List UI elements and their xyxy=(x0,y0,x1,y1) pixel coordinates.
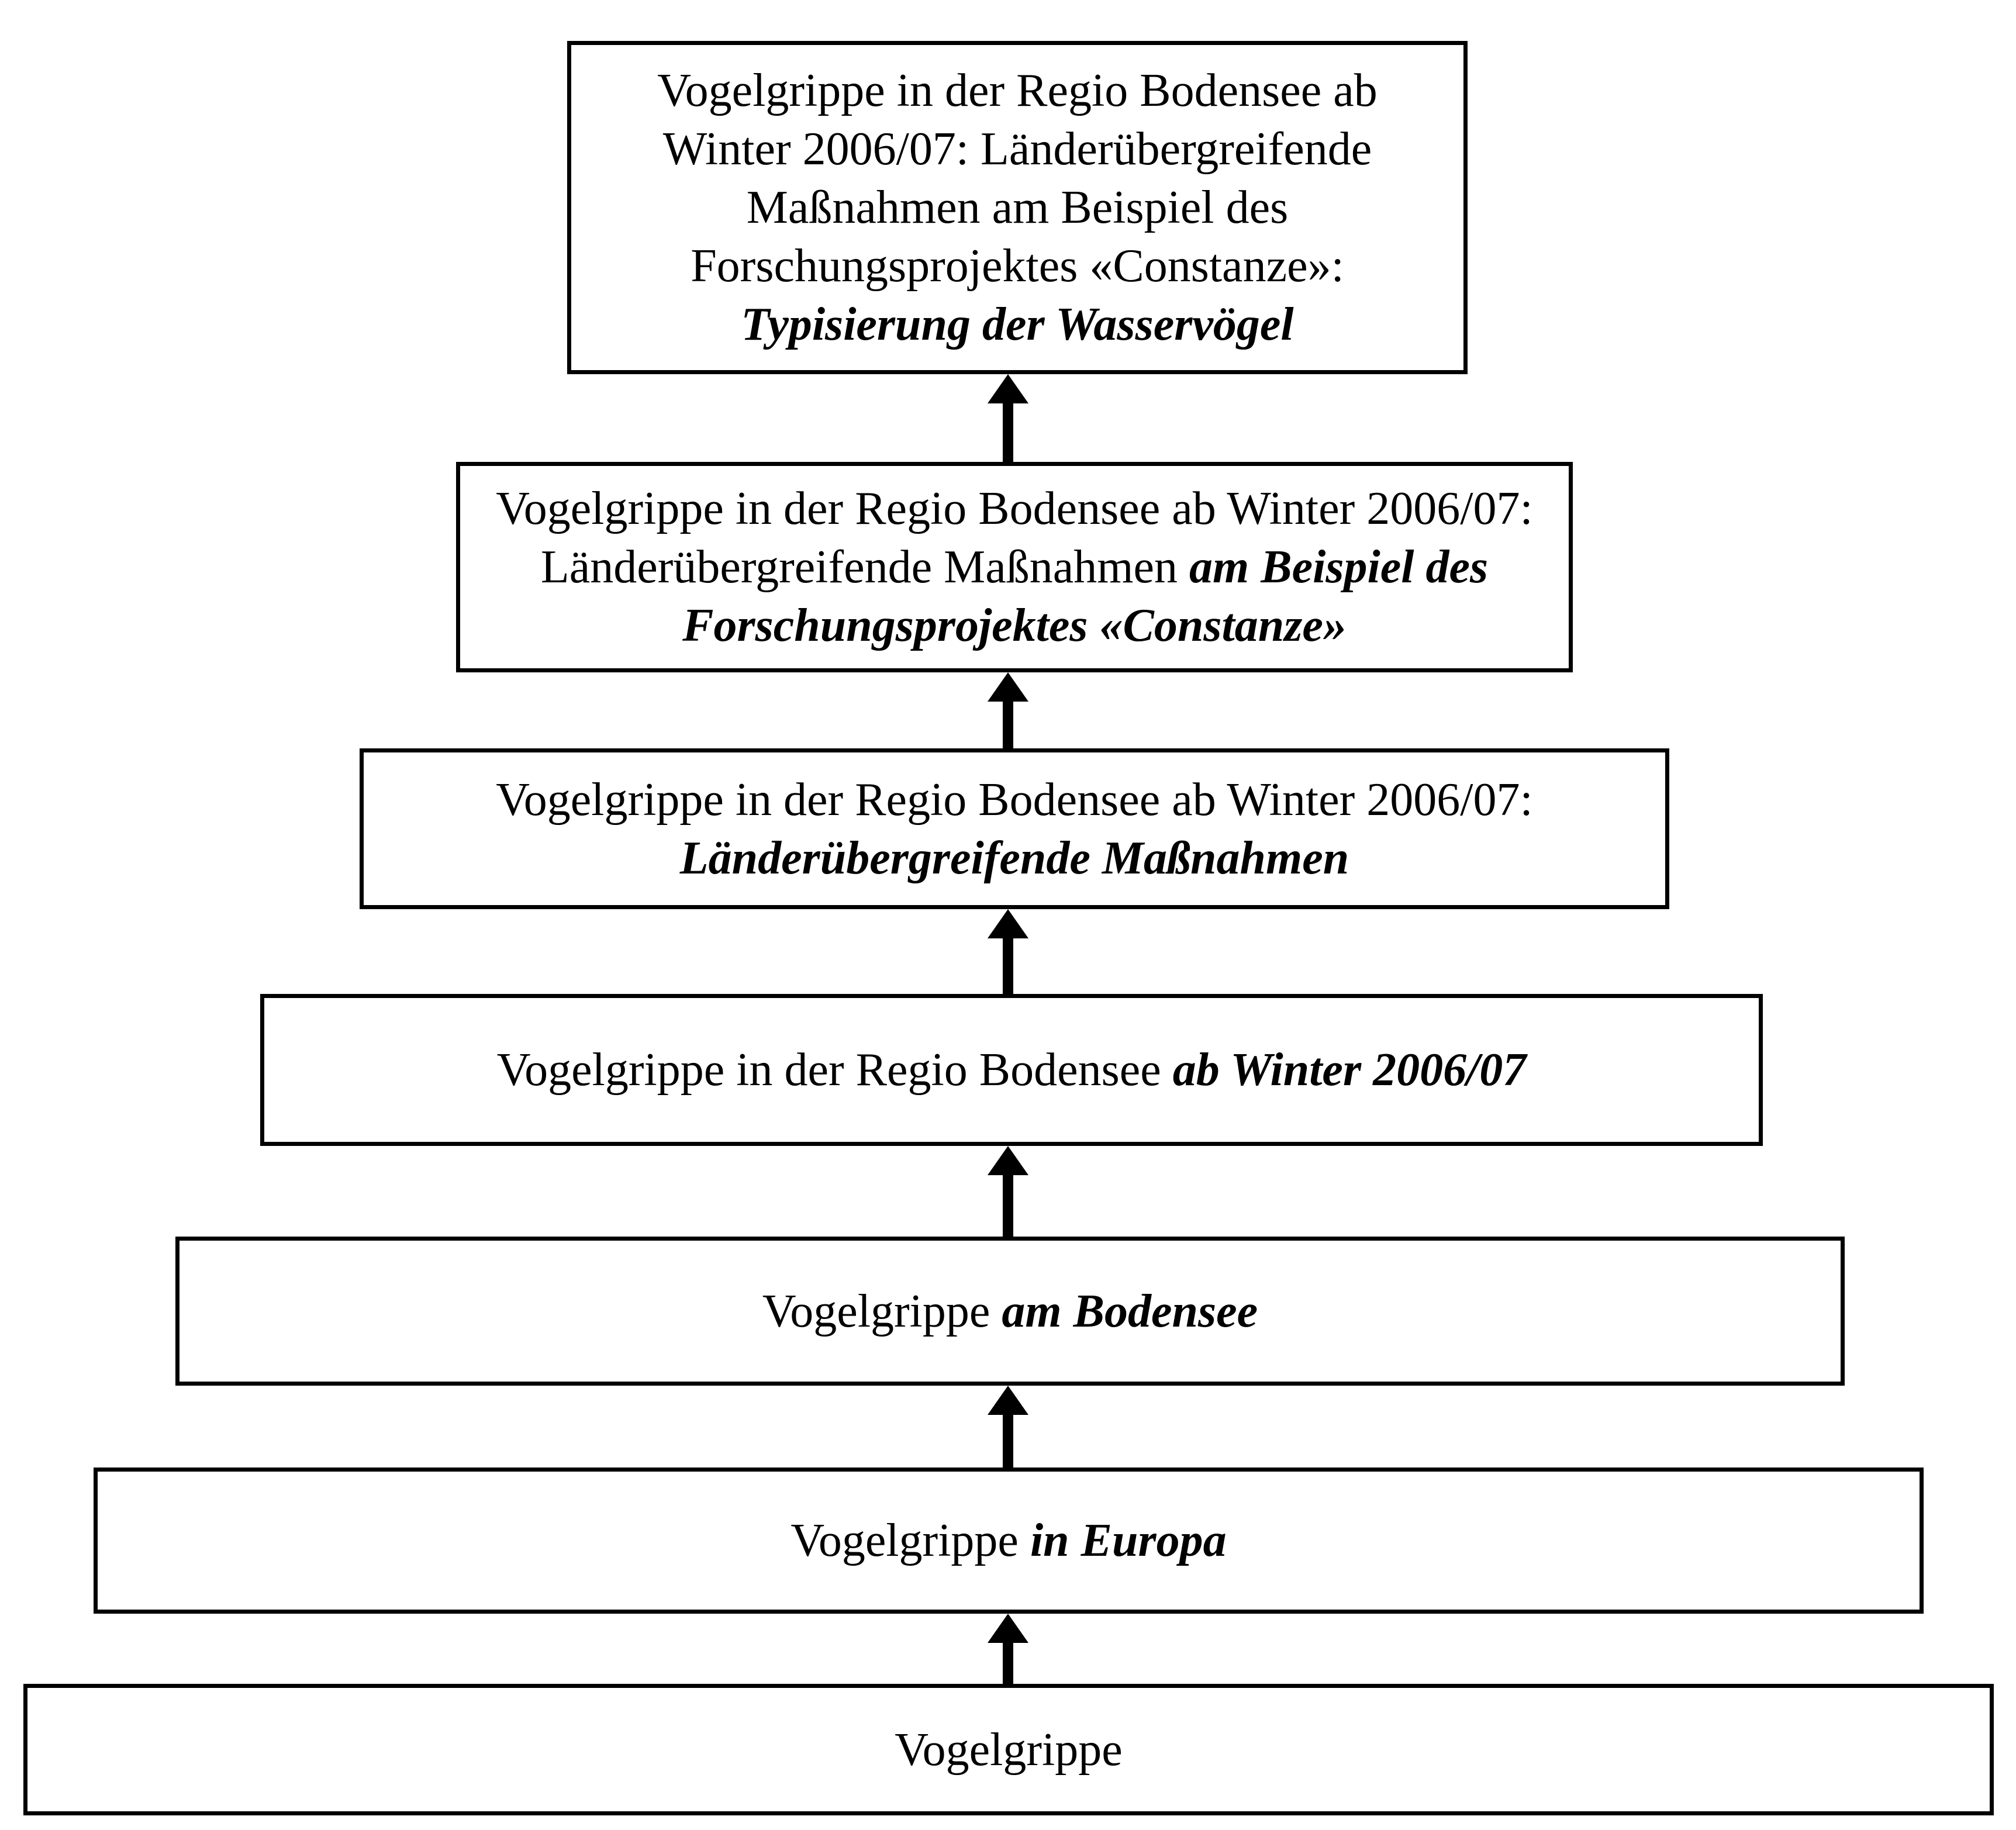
node-text: Vogelgrippe in der Regio Bodensee ab Win… xyxy=(387,771,1642,888)
arrow-shaft xyxy=(1003,403,1013,462)
pyramid-node-n6: Vogelgrippe in der Regio Bodensee ab Win… xyxy=(456,462,1573,672)
pyramid-flowchart: Vogelgrippe in der Regio Bodensee ab Win… xyxy=(0,0,2016,1830)
arrow-shaft xyxy=(1003,702,1013,748)
arrow-up xyxy=(988,1386,1028,1468)
arrow-up xyxy=(988,672,1028,748)
arrow-head-icon xyxy=(988,1614,1028,1643)
pyramid-node-n1: Vogelgrippe xyxy=(23,1684,1994,1815)
arrow-head-icon xyxy=(988,374,1028,403)
arrow-head-icon xyxy=(988,909,1028,938)
arrow-shaft xyxy=(1003,1415,1013,1468)
pyramid-node-n4: Vogelgrippe in der Regio Bodensee ab Win… xyxy=(260,994,1763,1146)
node-text-emphasis: am Bodensee xyxy=(1002,1286,1258,1337)
node-text: Vogelgrippe in der Regio Bodensee ab Win… xyxy=(484,479,1545,655)
node-text-regular: Vogelgrippe xyxy=(762,1286,1002,1337)
arrow-up xyxy=(988,1146,1028,1237)
node-text-regular: Vogelgrippe xyxy=(895,1724,1123,1776)
arrow-head-icon xyxy=(988,672,1028,702)
node-text: Vogelgrippe in der Regio Bodensee ab Win… xyxy=(595,61,1440,354)
pyramid-node-n5: Vogelgrippe in der Regio Bodensee ab Win… xyxy=(360,748,1669,909)
node-text-regular: Vogelgrippe in der Regio Bodensee xyxy=(497,1044,1173,1096)
node-text-emphasis: Typisierung der Wasservögel xyxy=(741,299,1293,350)
node-text-regular: Vogelgrippe xyxy=(790,1515,1030,1566)
arrow-shaft xyxy=(1003,938,1013,994)
arrow-up xyxy=(988,909,1028,994)
node-text-emphasis: Länderübergreifende Maßnahmen xyxy=(680,833,1349,884)
node-text: Vogelgrippe in der Regio Bodensee ab Win… xyxy=(497,1041,1527,1099)
node-text-regular: Vogelgrippe in der Regio Bodensee ab Win… xyxy=(496,774,1532,826)
arrow-shaft xyxy=(1003,1175,1013,1237)
node-text-emphasis: ab Winter 2006/07 xyxy=(1173,1044,1527,1096)
arrow-up xyxy=(988,374,1028,462)
pyramid-node-n7: Vogelgrippe in der Regio Bodensee ab Win… xyxy=(567,41,1468,374)
node-text: Vogelgrippe in Europa xyxy=(790,1511,1226,1570)
pyramid-node-n3: Vogelgrippe am Bodensee xyxy=(175,1237,1845,1386)
node-text: Vogelgrippe am Bodensee xyxy=(762,1282,1258,1341)
node-text-emphasis: in Europa xyxy=(1030,1515,1227,1566)
arrow-head-icon xyxy=(988,1386,1028,1415)
arrow-up xyxy=(988,1614,1028,1684)
node-text-regular: Vogelgrippe in der Regio Bodensee ab Win… xyxy=(657,65,1378,292)
arrow-shaft xyxy=(1003,1643,1013,1684)
node-text: Vogelgrippe xyxy=(895,1721,1123,1779)
pyramid-node-n2: Vogelgrippe in Europa xyxy=(94,1468,1924,1614)
arrow-head-icon xyxy=(988,1146,1028,1175)
